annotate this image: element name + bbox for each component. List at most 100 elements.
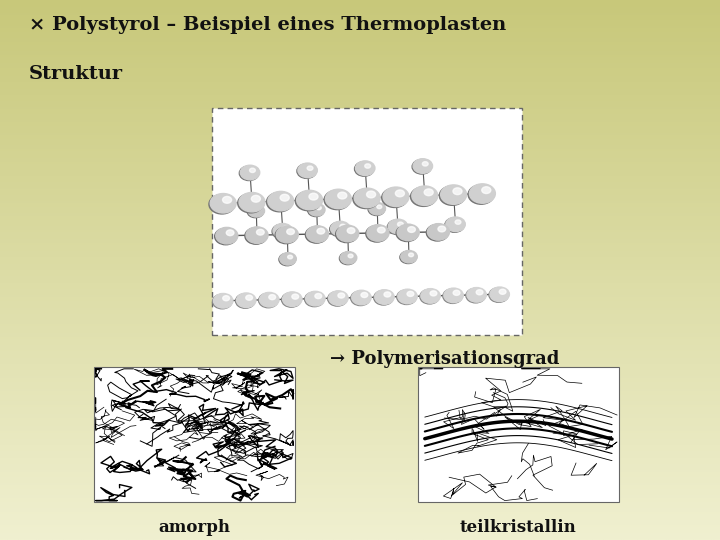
Circle shape <box>351 291 370 306</box>
Circle shape <box>324 190 350 210</box>
Circle shape <box>239 192 265 212</box>
Circle shape <box>213 294 233 308</box>
Circle shape <box>256 207 261 211</box>
Circle shape <box>226 230 234 235</box>
Circle shape <box>446 217 465 232</box>
Circle shape <box>420 288 441 303</box>
Circle shape <box>280 194 289 201</box>
Circle shape <box>365 164 371 168</box>
Circle shape <box>216 227 238 244</box>
Circle shape <box>276 226 298 243</box>
Circle shape <box>356 161 375 176</box>
Circle shape <box>408 227 415 232</box>
Circle shape <box>482 187 491 193</box>
Circle shape <box>489 288 508 302</box>
Circle shape <box>374 289 395 304</box>
Circle shape <box>453 291 460 295</box>
Circle shape <box>273 224 292 238</box>
Circle shape <box>453 188 462 194</box>
Text: Struktur: Struktur <box>29 65 123 83</box>
Text: × Polystyrol – Beispiel eines Thermoplasten: × Polystyrol – Beispiel eines Thermoplas… <box>29 16 506 34</box>
Circle shape <box>443 289 462 303</box>
Circle shape <box>307 166 313 170</box>
Circle shape <box>382 188 408 207</box>
Circle shape <box>428 224 449 240</box>
Circle shape <box>282 293 301 307</box>
Circle shape <box>247 205 264 218</box>
Circle shape <box>309 193 318 200</box>
Circle shape <box>307 226 328 242</box>
Circle shape <box>338 293 345 298</box>
Circle shape <box>340 224 346 228</box>
Circle shape <box>246 227 268 244</box>
Circle shape <box>330 222 349 237</box>
Circle shape <box>395 190 405 197</box>
Circle shape <box>308 204 325 216</box>
Circle shape <box>268 191 294 211</box>
Circle shape <box>250 168 256 172</box>
Circle shape <box>305 227 328 243</box>
Circle shape <box>455 220 461 224</box>
Circle shape <box>468 185 494 204</box>
Circle shape <box>374 291 393 305</box>
Circle shape <box>325 189 351 208</box>
Circle shape <box>280 253 297 265</box>
Circle shape <box>430 291 437 296</box>
Circle shape <box>383 187 409 206</box>
Circle shape <box>258 293 278 308</box>
Circle shape <box>352 291 372 305</box>
Circle shape <box>412 159 431 174</box>
Circle shape <box>269 295 276 300</box>
Circle shape <box>388 219 408 234</box>
Circle shape <box>467 287 486 302</box>
Circle shape <box>210 193 236 213</box>
Circle shape <box>354 188 380 207</box>
Circle shape <box>240 165 260 180</box>
Circle shape <box>222 197 232 203</box>
Circle shape <box>251 195 261 202</box>
Circle shape <box>444 288 464 302</box>
Circle shape <box>413 159 433 173</box>
Circle shape <box>246 295 253 300</box>
Circle shape <box>397 224 419 241</box>
Circle shape <box>412 186 438 205</box>
Circle shape <box>445 218 464 232</box>
Circle shape <box>222 296 230 301</box>
Circle shape <box>366 226 388 242</box>
Text: amorph: amorph <box>158 519 230 536</box>
Circle shape <box>292 294 299 299</box>
Circle shape <box>476 290 483 295</box>
Circle shape <box>337 225 359 242</box>
Circle shape <box>490 287 510 301</box>
Circle shape <box>239 166 258 180</box>
Circle shape <box>341 252 357 264</box>
Circle shape <box>316 206 321 210</box>
Circle shape <box>330 221 350 236</box>
Bar <box>212 108 522 335</box>
Circle shape <box>282 226 288 231</box>
Circle shape <box>256 230 264 235</box>
Circle shape <box>400 251 416 264</box>
Circle shape <box>272 224 292 239</box>
Circle shape <box>283 292 302 306</box>
Circle shape <box>307 204 324 217</box>
Circle shape <box>298 163 318 178</box>
Circle shape <box>407 292 414 296</box>
Circle shape <box>361 293 368 298</box>
Circle shape <box>297 164 316 178</box>
Circle shape <box>396 225 418 241</box>
Circle shape <box>377 227 385 233</box>
Circle shape <box>420 289 439 304</box>
Circle shape <box>338 192 347 199</box>
Circle shape <box>317 228 325 234</box>
Circle shape <box>295 191 321 211</box>
Circle shape <box>397 222 403 226</box>
Circle shape <box>367 225 389 241</box>
Circle shape <box>287 229 294 234</box>
Circle shape <box>259 293 279 307</box>
Circle shape <box>398 289 418 303</box>
Circle shape <box>408 253 413 256</box>
Circle shape <box>287 255 292 259</box>
Circle shape <box>305 292 324 307</box>
Circle shape <box>339 252 356 265</box>
